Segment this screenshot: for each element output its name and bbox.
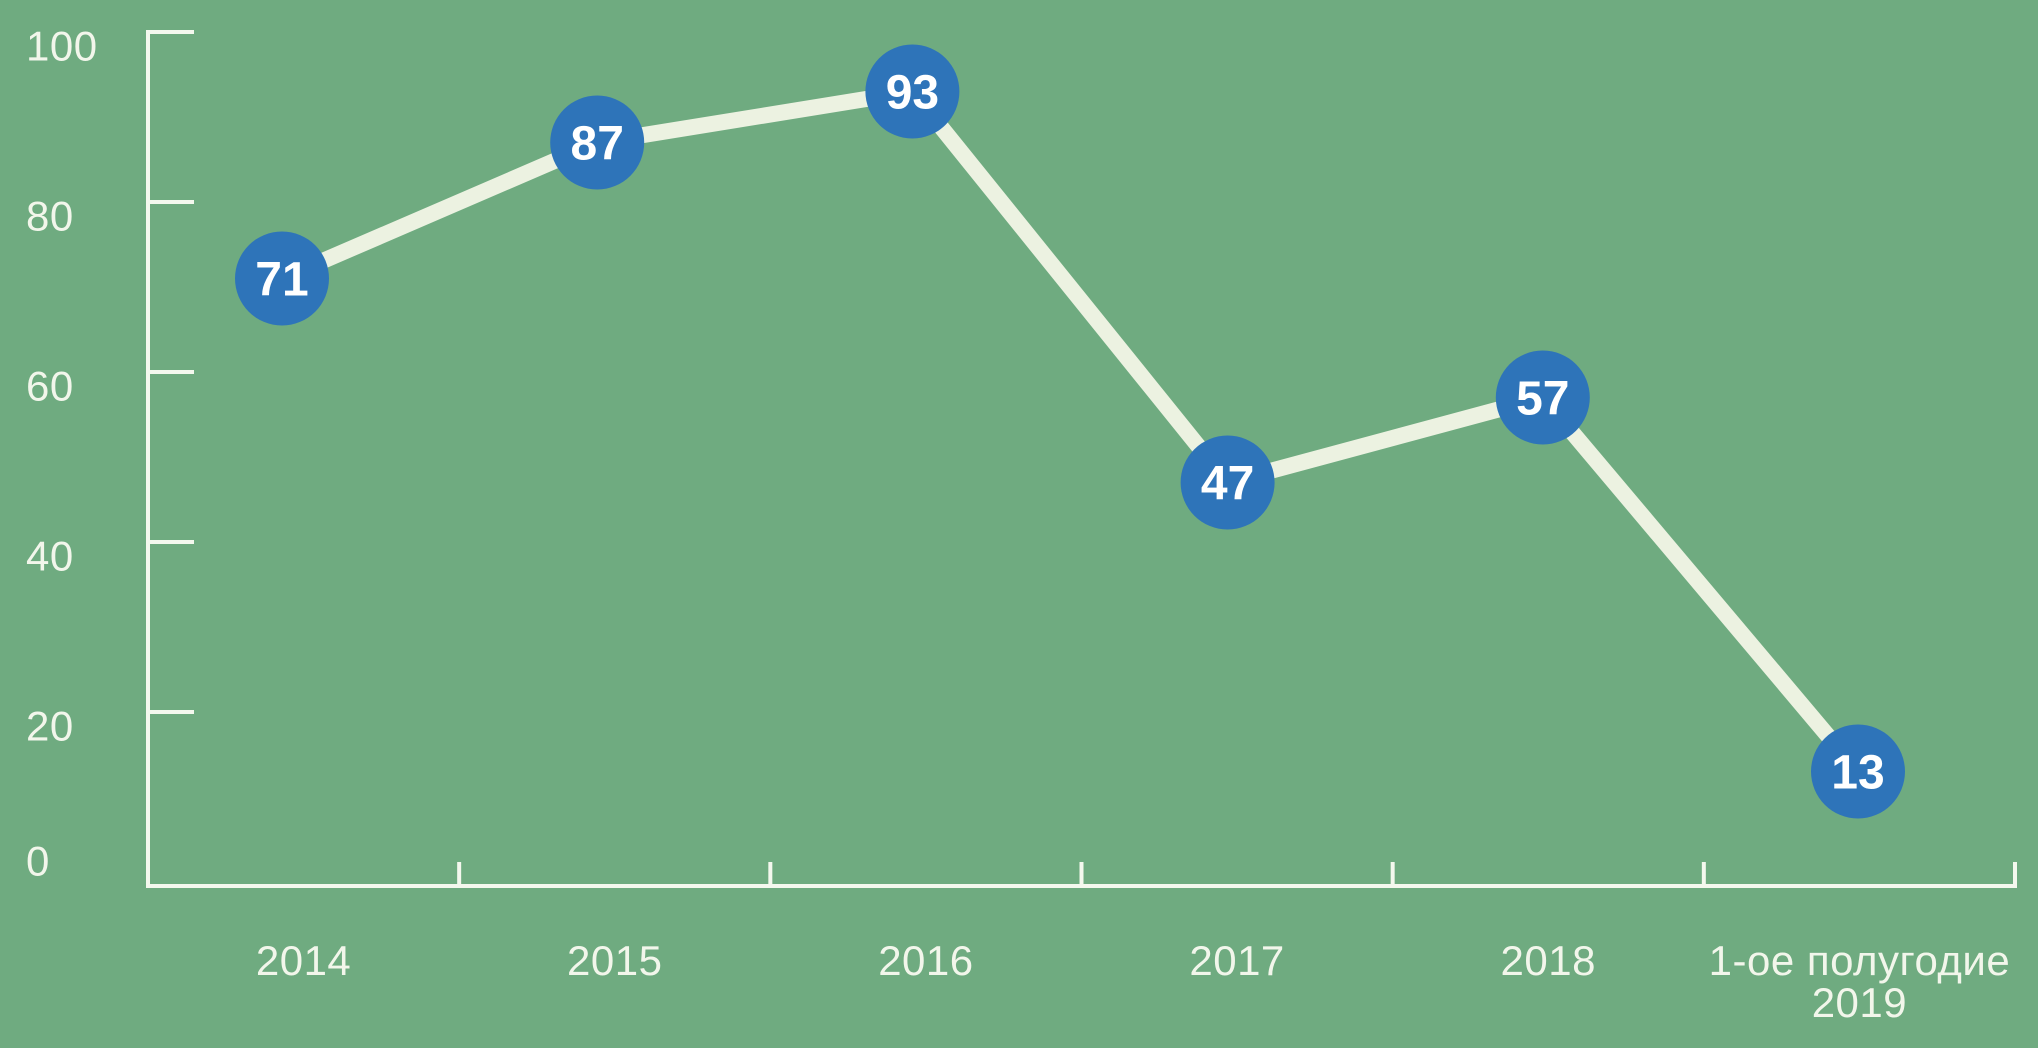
x-tick-label: 1-ое полугодие 2019: [1709, 937, 2011, 1026]
y-tick-label: 20: [26, 703, 74, 750]
x-tick-label: 2014: [256, 937, 351, 984]
x-tick-label: 2015: [567, 937, 662, 984]
y-tick-label: 60: [26, 363, 74, 410]
x-tick-label: 2017: [1189, 937, 1284, 984]
data-point: 47: [1180, 435, 1275, 530]
data-point-value: 57: [1516, 373, 1569, 426]
y-tick-label: 0: [26, 838, 50, 885]
data-point: 93: [865, 44, 960, 139]
data-point: 57: [1495, 350, 1590, 445]
data-line: [274, 83, 1866, 780]
x-tick-label: 2016: [878, 937, 973, 984]
data-point-marker: [550, 95, 645, 190]
data-point: 13: [1811, 724, 1905, 819]
y-tick-label: 80: [26, 193, 74, 240]
data-point-value: 87: [571, 118, 624, 171]
data-point-value: 47: [1201, 458, 1254, 511]
data-point-marker: [865, 44, 960, 139]
data-point-marker: [1180, 435, 1275, 530]
data-point-marker: [1495, 350, 1590, 445]
y-tick-label: 40: [26, 533, 74, 580]
data-point-marker: [1811, 724, 1905, 819]
data-point-value: 71: [255, 254, 308, 307]
data-point-value: 93: [886, 67, 939, 120]
x-tick-label: 2018: [1501, 937, 1596, 984]
data-point-marker: [235, 231, 329, 326]
y-tick-label: 100: [26, 23, 98, 70]
data-point-value: 13: [1831, 747, 1884, 800]
data-point: 87: [550, 95, 645, 190]
data-point: 71: [235, 231, 329, 326]
